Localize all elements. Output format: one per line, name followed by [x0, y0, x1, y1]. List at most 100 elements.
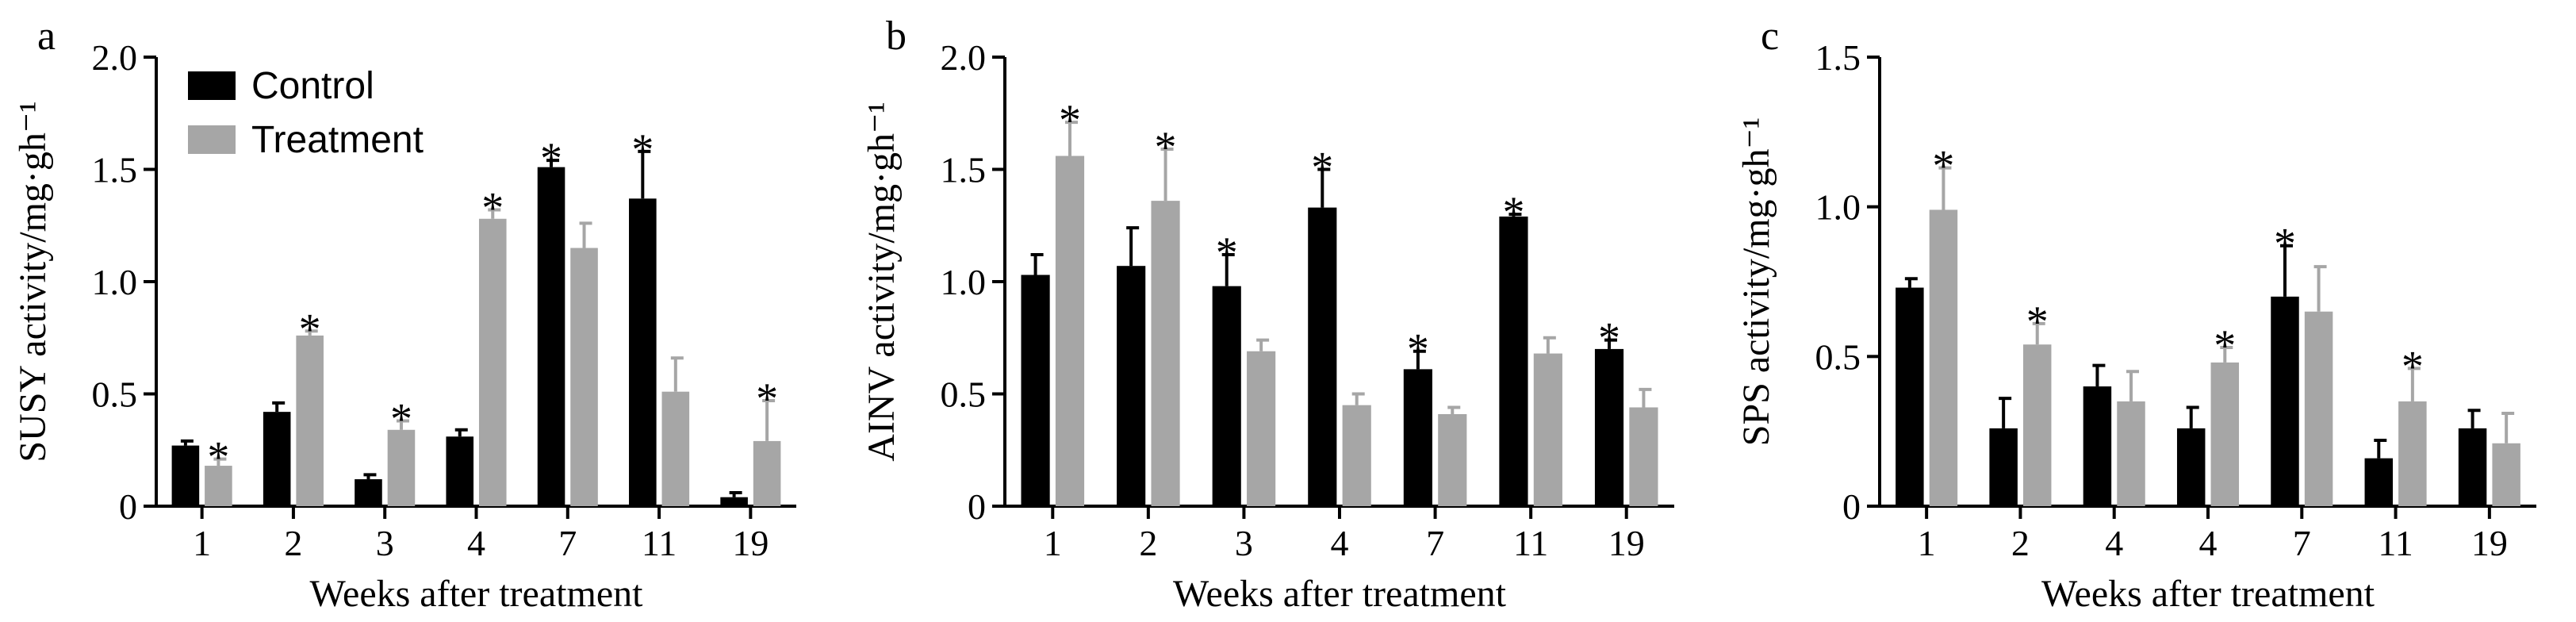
bar	[2398, 401, 2427, 506]
bar	[263, 412, 291, 506]
x-axis-label: Weeks after treatment	[2041, 573, 2375, 615]
error-bar	[305, 329, 318, 336]
x-tick-label: 4	[2199, 523, 2218, 563]
error-bar	[579, 221, 592, 248]
error-bar	[729, 491, 742, 497]
y-axis-label: AINV activity/mg·gh⁻¹	[861, 102, 903, 461]
x-tick-label: 2	[2011, 523, 2030, 563]
x-tick-label: 7	[558, 523, 577, 563]
error-bar	[1221, 253, 1235, 286]
error-bar	[1447, 405, 1461, 414]
error-bar	[1160, 148, 1174, 202]
error-bar	[2374, 438, 2387, 459]
error-bar	[1508, 213, 1522, 217]
error-bar	[2186, 405, 2199, 428]
error-bar	[1030, 253, 1044, 275]
x-tick-label: 1	[193, 523, 211, 563]
error-bar	[1317, 167, 1331, 208]
error-bar	[1604, 338, 1618, 349]
x-tick-label: 4	[2105, 523, 2123, 563]
legend-swatch	[188, 125, 236, 154]
bar	[296, 335, 324, 506]
bar	[1594, 348, 1624, 506]
bar	[1403, 369, 1432, 506]
x-tick-label: 4	[1331, 523, 1349, 563]
significance-mark: *	[2214, 321, 2236, 371]
x-tick-label: 3	[376, 523, 394, 563]
x-tick-label: 2	[284, 523, 302, 563]
significance-mark: *	[1311, 144, 1333, 193]
error-bar	[1938, 166, 1952, 210]
bar	[570, 248, 598, 506]
significance-mark: *	[1059, 96, 1081, 145]
bar	[1896, 287, 1924, 506]
bar	[2210, 362, 2240, 506]
error-bar	[2407, 367, 2421, 401]
bar	[2304, 311, 2333, 506]
x-tick-label: 4	[467, 523, 485, 563]
bar	[1021, 275, 1050, 506]
bar	[661, 391, 690, 506]
bar	[2176, 428, 2206, 506]
error-bar	[2279, 244, 2293, 297]
significance-mark: *	[2026, 298, 2049, 347]
error-bar	[1639, 387, 1652, 408]
bar	[1629, 407, 1658, 506]
bar	[1342, 405, 1371, 506]
error-bar	[2501, 412, 2515, 443]
error-bar	[180, 439, 194, 446]
x-tick-label: 11	[642, 523, 677, 563]
significance-mark: *	[1598, 314, 1620, 363]
error-bar	[396, 419, 409, 430]
x-tick-label: 19	[1608, 523, 1645, 563]
x-tick-label: 3	[1235, 523, 1253, 563]
x-tick-label: 19	[732, 523, 769, 563]
y-tick-label: 0.5	[1815, 336, 1861, 377]
significance-mark: *	[1155, 123, 1177, 172]
x-tick-label: 1	[1918, 523, 1936, 563]
y-tick-label: 1.0	[92, 262, 138, 302]
x-tick-label: 11	[1513, 523, 1548, 563]
y-tick-label: 1.5	[941, 150, 987, 190]
bar	[205, 466, 232, 506]
error-bar	[454, 428, 468, 437]
bar	[355, 479, 382, 506]
bar	[2271, 296, 2299, 506]
bar	[2022, 344, 2052, 506]
error-bar	[488, 208, 501, 219]
error-bar	[1351, 392, 1365, 405]
error-bar	[1543, 336, 1556, 354]
y-tick-label: 2.0	[941, 37, 987, 78]
y-tick-label: 1.0	[941, 262, 987, 302]
panel-label: c	[1761, 13, 1779, 59]
significance-mark: *	[631, 125, 654, 175]
bar	[2364, 458, 2394, 506]
bar	[2117, 401, 2145, 506]
bar	[387, 429, 416, 506]
bar	[1117, 266, 1146, 506]
significance-mark: *	[2274, 220, 2296, 269]
y-tick-label: 0	[968, 486, 986, 527]
bar	[1499, 216, 1528, 506]
error-bar	[1999, 397, 2012, 428]
error-bar	[363, 473, 377, 480]
error-bar	[1064, 121, 1078, 156]
y-tick-label: 2.0	[92, 37, 138, 78]
x-tick-label: 19	[2471, 523, 2508, 563]
bar	[171, 445, 200, 506]
bar	[1151, 201, 1180, 506]
y-axis-label: SPS activity/mg·gh⁻¹	[1735, 117, 1777, 446]
significance-mark: *	[1932, 142, 1954, 191]
legend-swatch	[188, 71, 236, 100]
x-tick-label: 7	[1426, 523, 1444, 563]
panel-label: a	[37, 13, 56, 59]
bar	[537, 167, 565, 507]
legend-label: Treatment	[251, 119, 424, 161]
x-tick-label: 1	[1044, 523, 1062, 563]
error-bar	[546, 159, 560, 167]
significance-mark: *	[1216, 228, 1238, 278]
bar	[2492, 443, 2520, 506]
bar	[446, 436, 474, 506]
x-tick-label: 7	[2293, 523, 2311, 563]
error-bar	[2220, 346, 2233, 363]
